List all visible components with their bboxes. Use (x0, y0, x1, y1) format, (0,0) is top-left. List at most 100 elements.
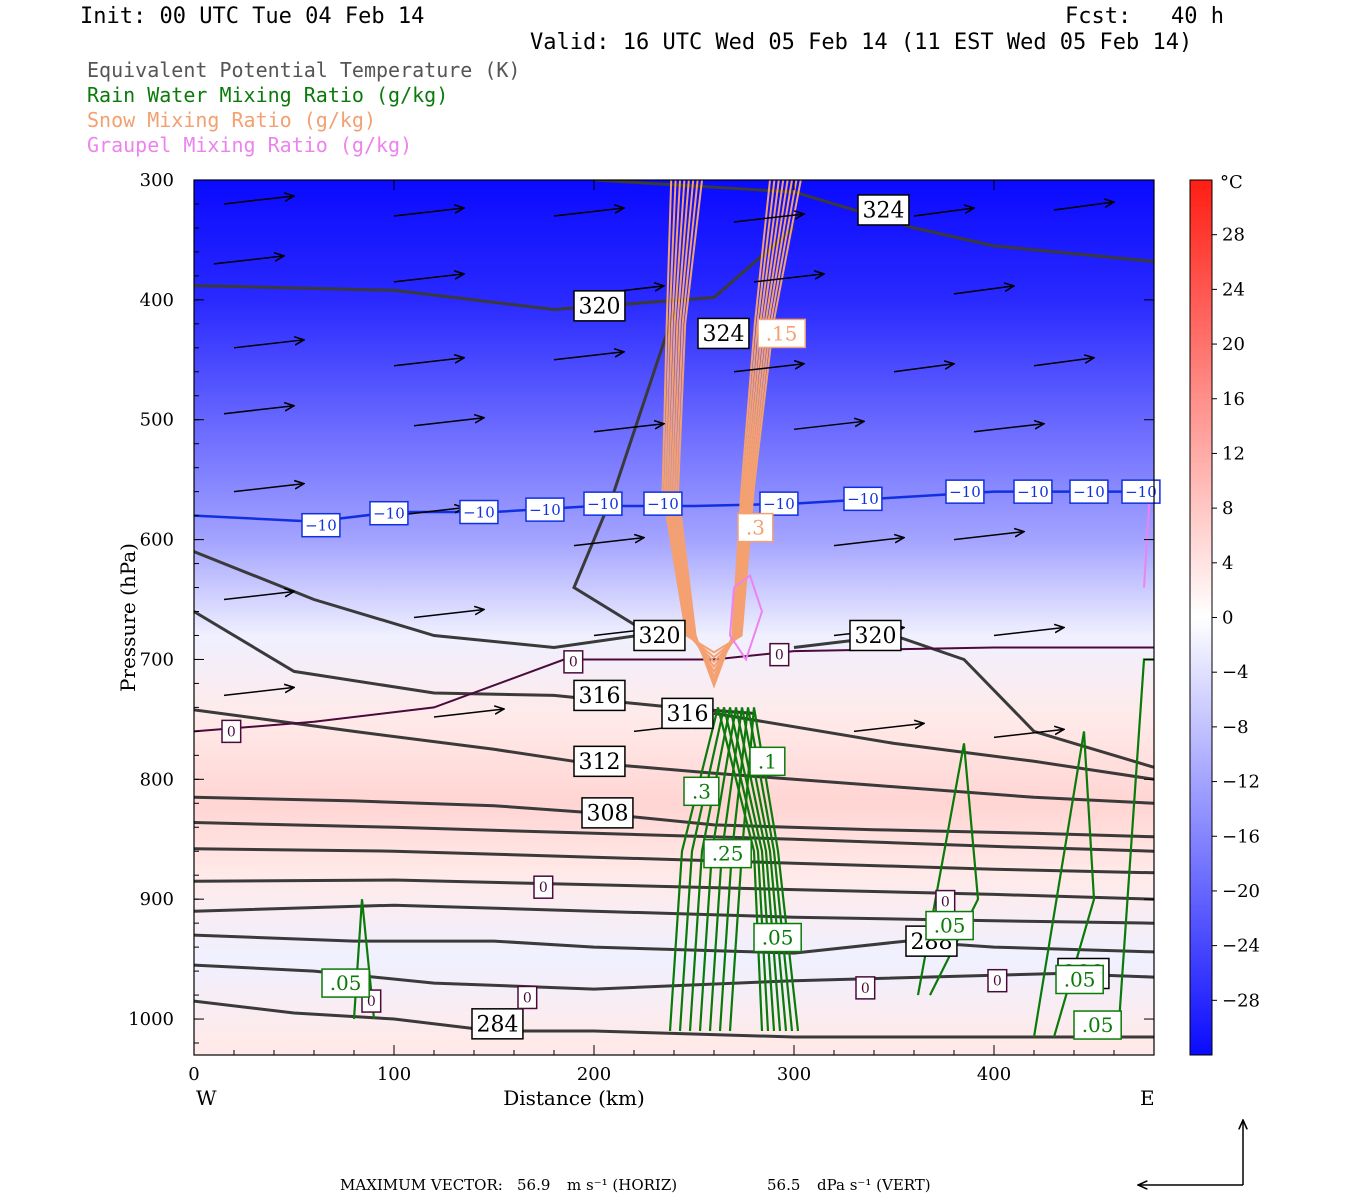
freezing-level-label: 0 (517, 985, 538, 1010)
freezing-level-label-text: 0 (227, 724, 236, 740)
theta-e-label-text: 324 (862, 199, 904, 224)
minus10-label: −10 (843, 486, 883, 512)
y-tick-label: 500 (140, 410, 174, 431)
minus10-label-text: −10 (305, 516, 337, 534)
minus10-label-text: −10 (1125, 483, 1157, 501)
wind-vector (953, 286, 1014, 295)
x-tick-label: 400 (977, 1064, 1011, 1085)
theta-e-label-box (857, 194, 910, 226)
wind-vector (553, 352, 624, 361)
minus10-label-box (759, 491, 799, 516)
x-axis-label: Distance (km) (503, 1086, 645, 1110)
snow-label-text: .3 (746, 516, 765, 540)
minus10-label-text: −10 (1017, 483, 1049, 501)
freezing-level-line (194, 646, 1154, 733)
snow-contour (668, 180, 789, 669)
snow-contour (670, 180, 785, 674)
snow-label-box (737, 512, 774, 543)
theta-e-label-text: 308 (586, 802, 628, 827)
freezing-level-label-box (769, 642, 790, 667)
theta-e-label-box (573, 290, 626, 322)
temperature-shading (194, 180, 1154, 1055)
rain-label-box (753, 922, 802, 953)
theta-e-label: 324 (857, 194, 910, 226)
minus10-label-text: −10 (647, 495, 679, 513)
minus10-label-box (1121, 479, 1161, 504)
minus10-label: −10 (643, 491, 683, 516)
theta-e-label-text: 320 (854, 624, 896, 649)
theta-e-label-text: 316 (666, 702, 708, 727)
wind-vector (223, 196, 294, 205)
freezing-level-label-text: 0 (569, 655, 578, 671)
rain-label-text: .25 (712, 842, 744, 866)
theta-e-label-text: 320 (638, 624, 680, 649)
y-tick-label: 900 (140, 889, 174, 910)
theta-e-contour (194, 708, 1154, 805)
valid-time: Valid: 16 UTC Wed 05 Feb 14 (11 EST Wed … (530, 30, 1193, 55)
rain-label: .05 (321, 968, 370, 998)
graupel-contour (728, 573, 764, 662)
x-tick-label: 200 (577, 1064, 611, 1085)
theta-e-contour (194, 821, 1154, 853)
colorbar-unit: °C (1220, 172, 1243, 193)
theta-e-contour (194, 795, 1154, 839)
y-tick-label: 300 (140, 170, 174, 191)
wind-vector (573, 538, 644, 547)
theta-e-label: 284 (471, 1008, 524, 1040)
minus10-label-box (301, 512, 341, 538)
wind-vector (413, 610, 484, 619)
snow-label: .3 (737, 512, 774, 543)
minus10-label-box (583, 491, 623, 516)
wind-vector (993, 627, 1064, 637)
freezing-level-label-box (517, 985, 538, 1010)
freezing-level-label-box (855, 976, 876, 1000)
minus10-label: −10 (1069, 479, 1109, 504)
freezing-level-label: 0 (563, 650, 584, 674)
snow-contour (661, 180, 802, 654)
rain-label-text: .05 (934, 914, 966, 938)
minus10-label-box (945, 479, 985, 504)
minus10-label-text: −10 (373, 504, 405, 522)
freezing-level-label: 0 (533, 875, 554, 899)
snow-label: .15 (757, 318, 806, 349)
theta-e-contour (194, 878, 1154, 901)
snow-label-text: .15 (766, 321, 798, 345)
wind-vector (213, 256, 284, 265)
colorbar-tick-label: 24 (1222, 279, 1245, 300)
colorbar-tick-label: −28 (1222, 990, 1260, 1011)
wind-vector (433, 709, 504, 718)
rain-label: .05 (925, 910, 974, 941)
wind-vector (233, 484, 304, 493)
theta-e-label: 316 (573, 679, 626, 712)
rain-label: .05 (753, 922, 802, 953)
rain-label-box (321, 968, 370, 998)
theta-e-label-text: 284 (476, 1013, 518, 1038)
wind-vector (223, 687, 294, 697)
freezing-level-label: 0 (935, 889, 956, 914)
x-tick-label: 100 (377, 1064, 411, 1085)
wind-vector (833, 538, 904, 547)
colorbar-tick-label: −4 (1222, 662, 1249, 683)
wind-vector (893, 364, 954, 373)
wind-vector (593, 424, 664, 433)
rain-contour (688, 707, 776, 1032)
theta-e-label-box (661, 697, 714, 730)
wind-vector (553, 208, 624, 217)
x-tick-label: 300 (777, 1064, 811, 1085)
max-vector-horiz-value: 56.9 (517, 1176, 551, 1194)
minus10-label: −10 (459, 499, 499, 525)
freezing-level-label: 0 (855, 976, 876, 1000)
wind-vector (413, 418, 484, 427)
theta-e-contour (194, 550, 639, 650)
rain-label-box (1073, 1010, 1122, 1040)
colorbar-tick-label: −20 (1222, 881, 1260, 902)
theta-e-label-box (581, 797, 634, 829)
minus10-label-text: −10 (529, 501, 561, 519)
rain-label-text: .05 (762, 926, 794, 950)
legend-snow: Snow Mixing Ratio (g/kg) (87, 108, 376, 132)
freezing-level-label-text: 0 (941, 894, 950, 910)
freezing-level-label: 0 (987, 968, 1008, 993)
theta-e-contour (194, 226, 795, 312)
minus10-label: −10 (525, 497, 565, 522)
minus10-label-text: −10 (587, 495, 619, 513)
